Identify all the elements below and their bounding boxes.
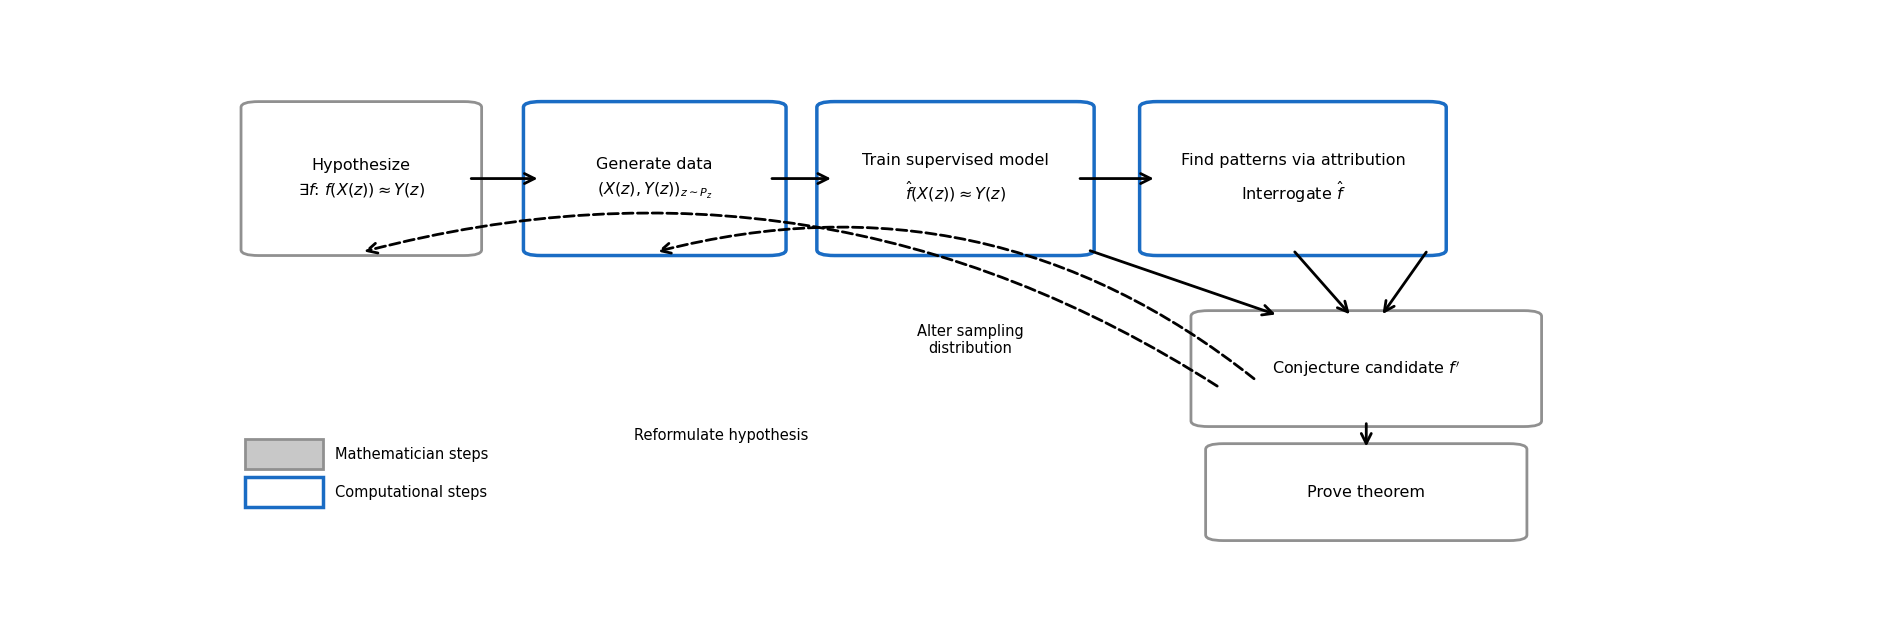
Text: Computational steps: Computational steps — [335, 484, 487, 500]
Text: Conjecture candidate $f'$: Conjecture candidate $f'$ — [1272, 358, 1460, 379]
FancyBboxPatch shape — [1206, 444, 1528, 540]
FancyBboxPatch shape — [1191, 310, 1541, 426]
FancyBboxPatch shape — [818, 102, 1094, 255]
FancyBboxPatch shape — [1140, 102, 1446, 255]
Text: Train supervised model
$\hat{f}(X(z)) \approx Y(z)$: Train supervised model $\hat{f}(X(z)) \a… — [861, 153, 1049, 204]
FancyBboxPatch shape — [246, 439, 324, 469]
Text: Prove theorem: Prove theorem — [1308, 484, 1425, 500]
Text: Generate data
$(X(z), Y(z))_{z\sim P_z}$: Generate data $(X(z), Y(z))_{z\sim P_z}$ — [596, 157, 714, 201]
FancyBboxPatch shape — [524, 102, 786, 255]
Text: Mathematician steps: Mathematician steps — [335, 447, 488, 462]
Text: Alter sampling
distribution: Alter sampling distribution — [916, 324, 1024, 356]
Text: Hypothesize
$\exists f$: $f(X(z)) \approx Y(z)$: Hypothesize $\exists f$: $f(X(z)) \appro… — [297, 158, 424, 199]
FancyBboxPatch shape — [246, 477, 324, 507]
FancyBboxPatch shape — [240, 102, 481, 255]
Text: Find patterns via attribution
Interrogate $\hat{f}$: Find patterns via attribution Interrogat… — [1181, 152, 1405, 205]
Text: Reformulate hypothesis: Reformulate hypothesis — [634, 428, 808, 442]
